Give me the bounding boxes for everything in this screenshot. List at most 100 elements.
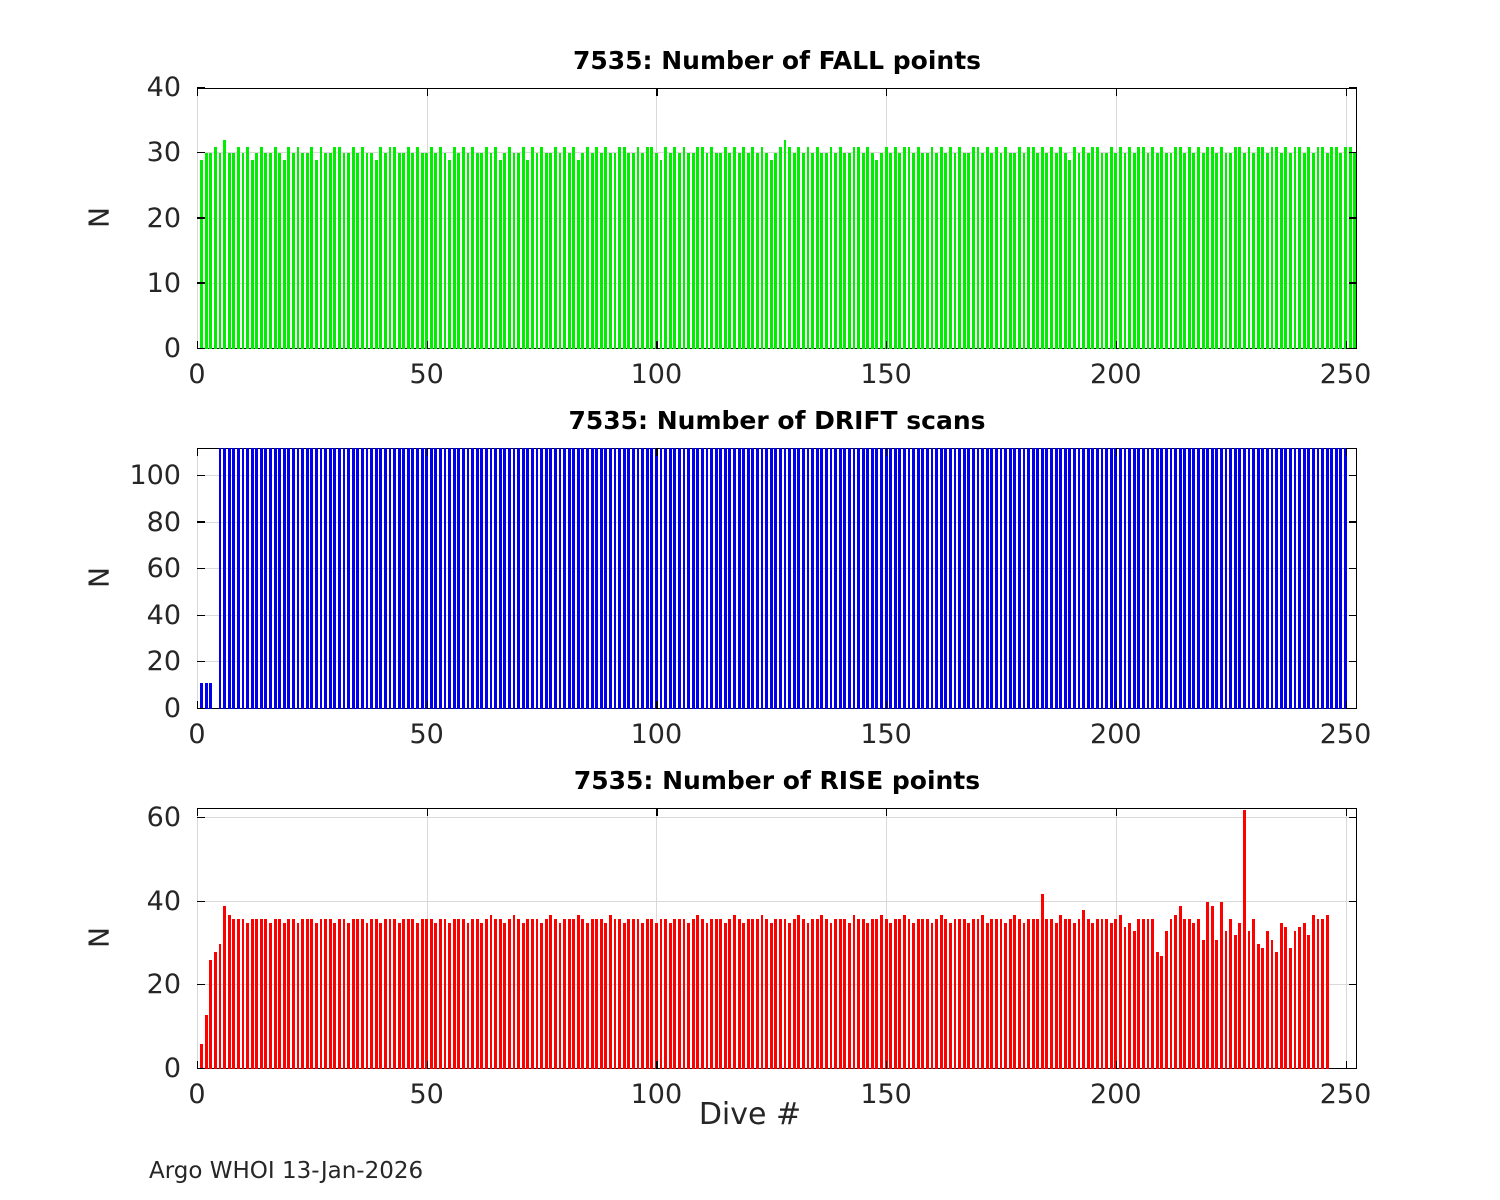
bar [581, 918, 585, 1069]
bar [521, 146, 525, 349]
gridline-x [197, 808, 198, 1069]
bar [1054, 448, 1058, 709]
bar [700, 448, 704, 709]
bar [383, 448, 387, 709]
bar [246, 922, 249, 1069]
bar [1197, 448, 1200, 709]
bar [305, 448, 309, 709]
bar [1288, 153, 1292, 349]
bar [815, 918, 819, 1069]
panel-drift-title: 7535: Number of DRIFT scans [568, 406, 986, 435]
bar [595, 146, 599, 349]
bar [1155, 952, 1159, 1069]
bar [944, 153, 948, 349]
yticklabel: 0 [163, 333, 181, 364]
bar [558, 448, 562, 709]
bar [751, 918, 755, 1069]
bar [1316, 448, 1320, 709]
bar [1045, 918, 1049, 1069]
bar [861, 448, 865, 709]
bar [1197, 146, 1200, 349]
bar [962, 153, 966, 349]
bar [618, 918, 622, 1069]
bar [1220, 448, 1223, 709]
bar [535, 918, 539, 1069]
bar [1206, 901, 1210, 1069]
bar [420, 448, 424, 709]
bar [1123, 927, 1127, 1069]
bar [1270, 939, 1274, 1069]
bar [898, 918, 902, 1069]
gridline-y [197, 152, 1357, 154]
bar [517, 153, 520, 349]
panel-fall-points: 7535: Number of FALL points 0 50 100 150 200… [83, 46, 1372, 388]
bar [1068, 918, 1072, 1069]
bar [884, 918, 888, 1069]
bar [981, 448, 984, 709]
bar [811, 448, 815, 709]
bar [581, 153, 585, 349]
bar [250, 159, 254, 349]
bar [1288, 947, 1292, 1069]
tick-y [197, 817, 205, 819]
bar [301, 153, 305, 349]
bar [287, 448, 291, 709]
tick-x [886, 1061, 888, 1069]
bar [1114, 448, 1118, 709]
bar [852, 914, 856, 1069]
bar [310, 146, 314, 349]
bar [723, 146, 727, 349]
bar [1311, 448, 1315, 709]
bar [985, 448, 989, 709]
bar [544, 448, 548, 709]
bar [576, 159, 580, 349]
bar [622, 146, 626, 349]
bar [507, 918, 511, 1069]
bar [668, 153, 672, 349]
bar [746, 153, 750, 349]
bar [342, 448, 346, 709]
panel-rise-plot-area [197, 808, 1357, 1069]
bar [737, 918, 741, 1069]
bar [677, 448, 681, 709]
bar [1325, 153, 1329, 349]
bar [1307, 935, 1311, 1069]
bar [443, 153, 447, 349]
bar [1256, 943, 1260, 1069]
bar [1059, 146, 1063, 349]
bar [641, 153, 645, 349]
bar [1054, 153, 1058, 349]
bar [420, 918, 424, 1069]
bar [315, 922, 318, 1069]
bar [760, 914, 764, 1069]
bar [227, 153, 231, 349]
yticklabel: 10 [146, 267, 181, 299]
bar [1321, 918, 1324, 1069]
bar [1270, 146, 1274, 349]
bar [916, 918, 920, 1069]
bar [512, 153, 516, 349]
bar [1040, 146, 1044, 349]
bar [1279, 922, 1283, 1069]
bar [1243, 153, 1246, 349]
panel-fall-plot-area [197, 88, 1357, 349]
bar [834, 448, 837, 709]
bar [549, 914, 553, 1069]
bar [654, 922, 658, 1069]
bar [388, 918, 392, 1069]
bar [1063, 153, 1067, 349]
bar [645, 918, 649, 1069]
bar [1284, 927, 1288, 1069]
yticklabel: 0 [163, 693, 181, 724]
bar [586, 448, 589, 709]
bar [1086, 448, 1090, 709]
bar [889, 153, 893, 349]
bar [365, 922, 369, 1069]
bar [1353, 153, 1357, 349]
bar [1339, 448, 1343, 709]
bar [1164, 931, 1168, 1069]
bar [1036, 918, 1040, 1069]
bar [1073, 448, 1076, 709]
bar [1316, 918, 1320, 1069]
bar [613, 153, 617, 349]
